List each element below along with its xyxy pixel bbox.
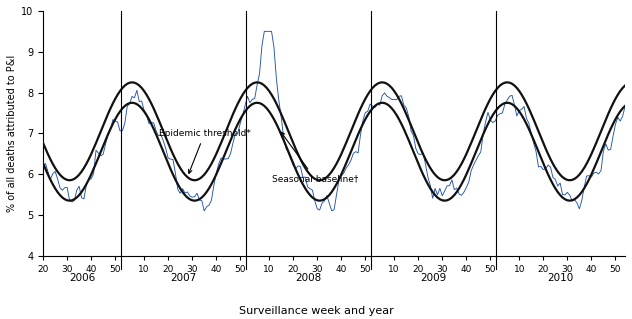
Text: 2006: 2006: [69, 273, 95, 283]
Text: Seasonal baseline†: Seasonal baseline†: [272, 132, 358, 183]
Text: Epidemic threshold*: Epidemic threshold*: [159, 129, 250, 173]
Text: 2007: 2007: [171, 273, 197, 283]
Text: 2009: 2009: [421, 273, 447, 283]
Text: 2008: 2008: [296, 273, 322, 283]
Text: Surveillance week and year: Surveillance week and year: [239, 306, 393, 316]
Y-axis label: % of all deaths attributed to P&I: % of all deaths attributed to P&I: [7, 55, 17, 212]
Text: 2010: 2010: [547, 273, 574, 283]
